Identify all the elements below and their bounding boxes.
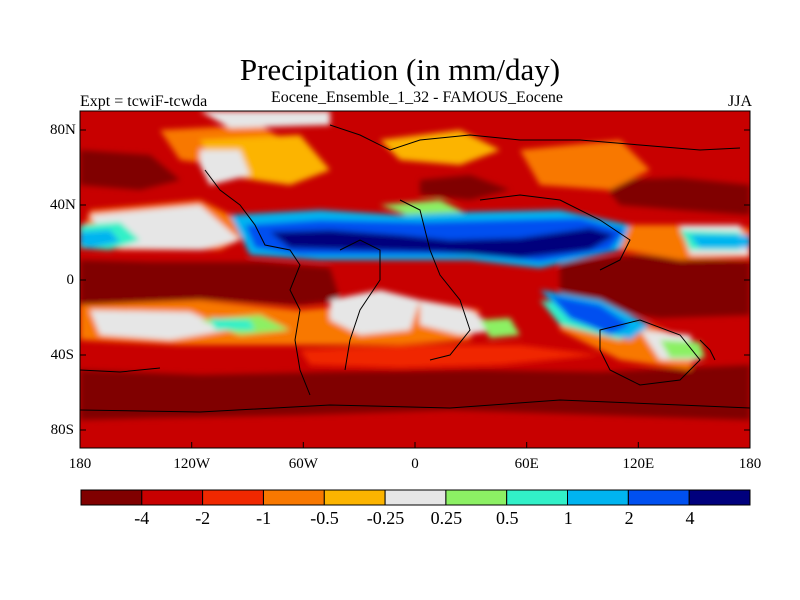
season-label: JJA xyxy=(727,93,752,110)
lon-label-60e: 60E xyxy=(514,456,539,472)
colorbar-label: -2 xyxy=(195,508,211,528)
lat-label-0: 0 xyxy=(66,272,75,288)
colorbar-label: -1 xyxy=(256,508,272,528)
colorbar-swatch xyxy=(80,489,143,506)
colorbar-label: 2 xyxy=(624,508,634,528)
colorbar-swatch xyxy=(202,489,264,506)
colorbar-label: 0.5 xyxy=(496,508,519,528)
colorbar-label: -0.25 xyxy=(366,508,405,528)
lon-label-60w: 60W xyxy=(288,456,318,472)
colorbar xyxy=(80,489,751,506)
lon-label-180-right: 180 xyxy=(738,456,762,472)
colorbar-label: -0.5 xyxy=(310,508,339,528)
experiment-label: Expt = tcwiF-tcwda xyxy=(80,93,208,110)
lat-label-80s: 80S xyxy=(50,422,74,438)
coastlines xyxy=(80,124,750,413)
lat-ticks xyxy=(80,129,750,431)
lon-ticks xyxy=(79,442,751,448)
colorbar-swatch xyxy=(506,489,569,506)
lat-label-40s: 40S xyxy=(50,347,74,363)
lon-label-180-left: 180 xyxy=(68,456,92,472)
colorbar-swatch xyxy=(323,489,386,506)
colorbar-swatch xyxy=(384,489,447,506)
colorbar-swatch xyxy=(567,489,629,506)
lon-label-120w: 120W xyxy=(173,456,211,472)
map-field xyxy=(80,111,750,448)
lat-label-40n: 40N xyxy=(50,197,76,213)
colorbar-swatch xyxy=(263,489,325,506)
colorbar-swatch xyxy=(688,489,751,506)
colorbar-swatch xyxy=(141,489,204,506)
colorbar-label: -4 xyxy=(134,508,150,528)
lat-label-80n: 80N xyxy=(50,122,76,138)
colorbar-label: 4 xyxy=(685,508,695,528)
plot-subtitle: Eocene_Ensemble_1_32 - FAMOUS_Eocene xyxy=(270,89,564,106)
colorbar-label: 1 xyxy=(563,508,573,528)
lon-label-120e: 120E xyxy=(622,456,655,472)
colorbar-swatch xyxy=(627,489,690,506)
colorbar-swatch xyxy=(445,489,508,506)
colorbar-label: 0.25 xyxy=(430,508,463,528)
lon-label-0: 0 xyxy=(411,456,419,472)
plot-title: Precipitation (in mm/day) xyxy=(239,52,561,87)
